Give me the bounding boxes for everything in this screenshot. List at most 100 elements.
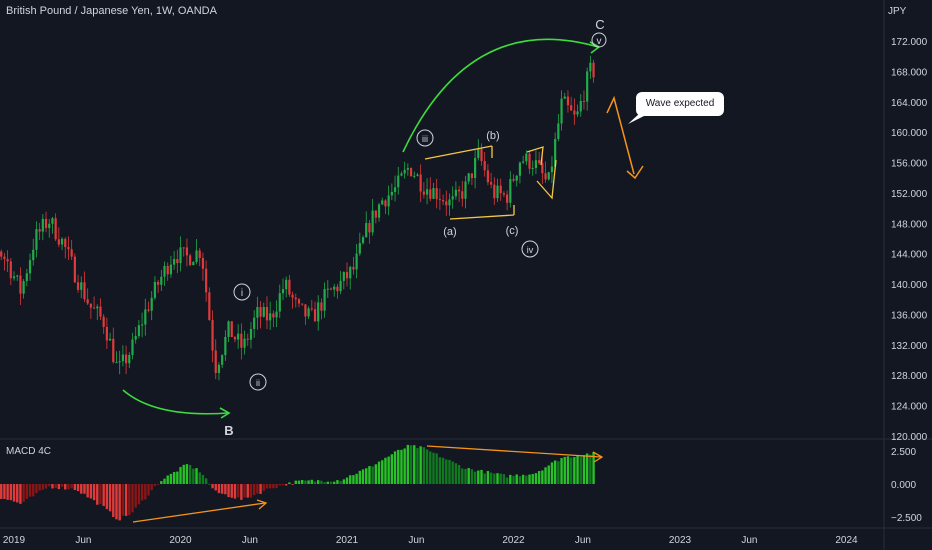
macd-bar bbox=[265, 484, 269, 489]
macd-bar bbox=[188, 465, 192, 484]
candle-body bbox=[157, 281, 160, 285]
candle-body bbox=[486, 170, 490, 183]
candle-body bbox=[310, 308, 313, 310]
macd-bar bbox=[160, 481, 163, 484]
candle-body bbox=[211, 320, 214, 351]
candle-body bbox=[102, 316, 105, 327]
price-tick-label: 168.000 bbox=[891, 67, 928, 78]
candle-body bbox=[227, 321, 230, 337]
macd-bar bbox=[365, 468, 368, 484]
macd-bar bbox=[105, 484, 109, 510]
candle-body bbox=[54, 218, 57, 240]
macd-bar bbox=[329, 481, 333, 484]
candle-body bbox=[163, 265, 166, 277]
macd-bar bbox=[35, 484, 38, 494]
macd-bar bbox=[349, 475, 352, 484]
price-tick-label: 160.000 bbox=[891, 128, 928, 139]
candle-body bbox=[217, 364, 221, 373]
macd-bar bbox=[140, 484, 144, 501]
candle-body bbox=[112, 338, 115, 363]
macd-bar bbox=[208, 483, 211, 485]
macd-axis: 2.500 0.000 −2.500 bbox=[891, 447, 922, 524]
macd-bar bbox=[358, 470, 362, 484]
candle-body bbox=[554, 139, 557, 167]
macd-bar bbox=[368, 466, 371, 484]
wave-label-i: i bbox=[241, 288, 243, 299]
macd-bar bbox=[233, 484, 237, 499]
macd-bar bbox=[19, 484, 22, 504]
macd-bar bbox=[54, 484, 57, 489]
candle-body bbox=[406, 168, 409, 170]
macd-bar bbox=[121, 484, 125, 516]
time-tick-label: Jun bbox=[242, 535, 258, 546]
price-tick-label: 148.000 bbox=[891, 219, 928, 230]
macd-bar bbox=[144, 484, 147, 500]
macd-bar bbox=[32, 484, 35, 497]
candle-body bbox=[208, 292, 211, 321]
macd-bar bbox=[326, 481, 330, 484]
macd-bar bbox=[192, 468, 195, 484]
macd-bar bbox=[128, 484, 131, 516]
macd-bar bbox=[592, 452, 595, 484]
candle-body bbox=[76, 282, 80, 290]
candle-body bbox=[144, 309, 147, 325]
macd-bar bbox=[124, 484, 128, 516]
candle-body bbox=[150, 297, 153, 311]
candle-body bbox=[38, 229, 41, 232]
price-tick-label: 120.000 bbox=[891, 432, 928, 443]
candle-body bbox=[35, 229, 38, 250]
small-flag-1 bbox=[526, 146, 544, 166]
macd-bar bbox=[384, 457, 387, 484]
candle-body bbox=[115, 362, 118, 364]
candle-body bbox=[419, 174, 422, 192]
macd-tick-label: 0.000 bbox=[891, 480, 916, 491]
macd-bar bbox=[304, 480, 307, 484]
candle-body bbox=[358, 243, 361, 254]
candle-body bbox=[381, 200, 384, 205]
candle-body bbox=[422, 191, 425, 195]
candle-body bbox=[454, 189, 457, 197]
candle-body bbox=[326, 288, 329, 290]
macd-bar bbox=[198, 472, 201, 484]
macd-bar bbox=[377, 461, 381, 484]
macd-bar bbox=[515, 474, 518, 484]
macd-bar bbox=[505, 477, 509, 484]
candle-body bbox=[416, 174, 419, 176]
macd-bar bbox=[512, 475, 515, 484]
macd-bar bbox=[115, 484, 118, 520]
macd-bar bbox=[246, 484, 249, 498]
time-tick-label: Jun bbox=[408, 535, 424, 546]
macd-bar bbox=[352, 475, 355, 484]
macd-bar bbox=[528, 474, 531, 484]
macd-divergence-top-arrowhead bbox=[592, 451, 604, 463]
candle-body bbox=[509, 179, 512, 203]
candle-body bbox=[387, 195, 390, 207]
macd-bar bbox=[557, 461, 560, 484]
candle-body bbox=[60, 238, 64, 245]
macd-bar bbox=[550, 462, 554, 484]
macd-bar bbox=[563, 456, 566, 484]
candle-body bbox=[464, 181, 467, 199]
macd-bar bbox=[108, 484, 112, 512]
macd-bar bbox=[275, 484, 278, 488]
macd-bar bbox=[166, 475, 169, 484]
macd-bar bbox=[544, 467, 547, 484]
macd-bar bbox=[112, 484, 115, 517]
candle-body bbox=[182, 247, 185, 249]
macd-bar bbox=[569, 457, 573, 484]
triangle-upper-line bbox=[424, 145, 493, 160]
candle-body bbox=[166, 265, 169, 275]
wave-label-b-lower: (b) bbox=[486, 130, 499, 142]
candle-body bbox=[493, 184, 496, 199]
macd-bar bbox=[291, 484, 294, 485]
candle-body bbox=[246, 338, 249, 340]
candle-body bbox=[586, 71, 589, 102]
macd-bar bbox=[217, 484, 221, 494]
macd-bar bbox=[345, 477, 349, 484]
macd-bar bbox=[156, 484, 160, 485]
candle-body bbox=[368, 223, 371, 233]
macd-bar bbox=[470, 469, 474, 484]
macd-bar bbox=[425, 449, 429, 484]
candle-body bbox=[121, 354, 124, 362]
